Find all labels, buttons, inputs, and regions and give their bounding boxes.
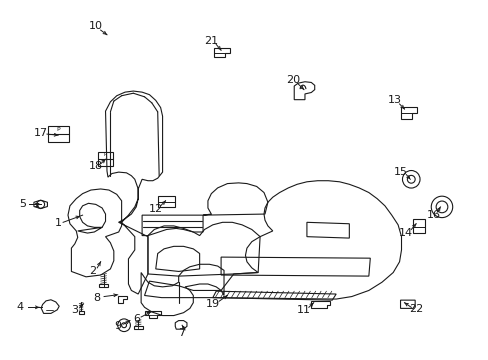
Text: P: P [103, 152, 107, 157]
Text: 7: 7 [178, 328, 185, 338]
Text: P: P [56, 127, 60, 131]
Text: 9: 9 [114, 321, 121, 331]
Text: 21: 21 [204, 36, 218, 46]
Text: 6: 6 [132, 314, 140, 324]
Text: 20: 20 [285, 75, 300, 85]
Text: 10: 10 [89, 21, 102, 31]
Text: 14: 14 [399, 228, 412, 238]
Text: 4: 4 [17, 302, 24, 312]
Text: 22: 22 [408, 304, 423, 314]
Text: 18: 18 [88, 161, 102, 171]
Text: 5: 5 [19, 199, 26, 210]
Text: 2: 2 [89, 266, 96, 276]
Text: 17: 17 [34, 128, 48, 138]
Text: 11: 11 [296, 305, 310, 315]
Text: 15: 15 [393, 167, 407, 177]
Text: 13: 13 [387, 95, 401, 105]
Text: 8: 8 [94, 293, 101, 303]
Text: 3: 3 [71, 305, 78, 315]
Text: 12: 12 [148, 204, 163, 215]
Text: 19: 19 [205, 299, 220, 309]
Text: 1: 1 [55, 218, 61, 228]
Text: 16: 16 [426, 210, 440, 220]
